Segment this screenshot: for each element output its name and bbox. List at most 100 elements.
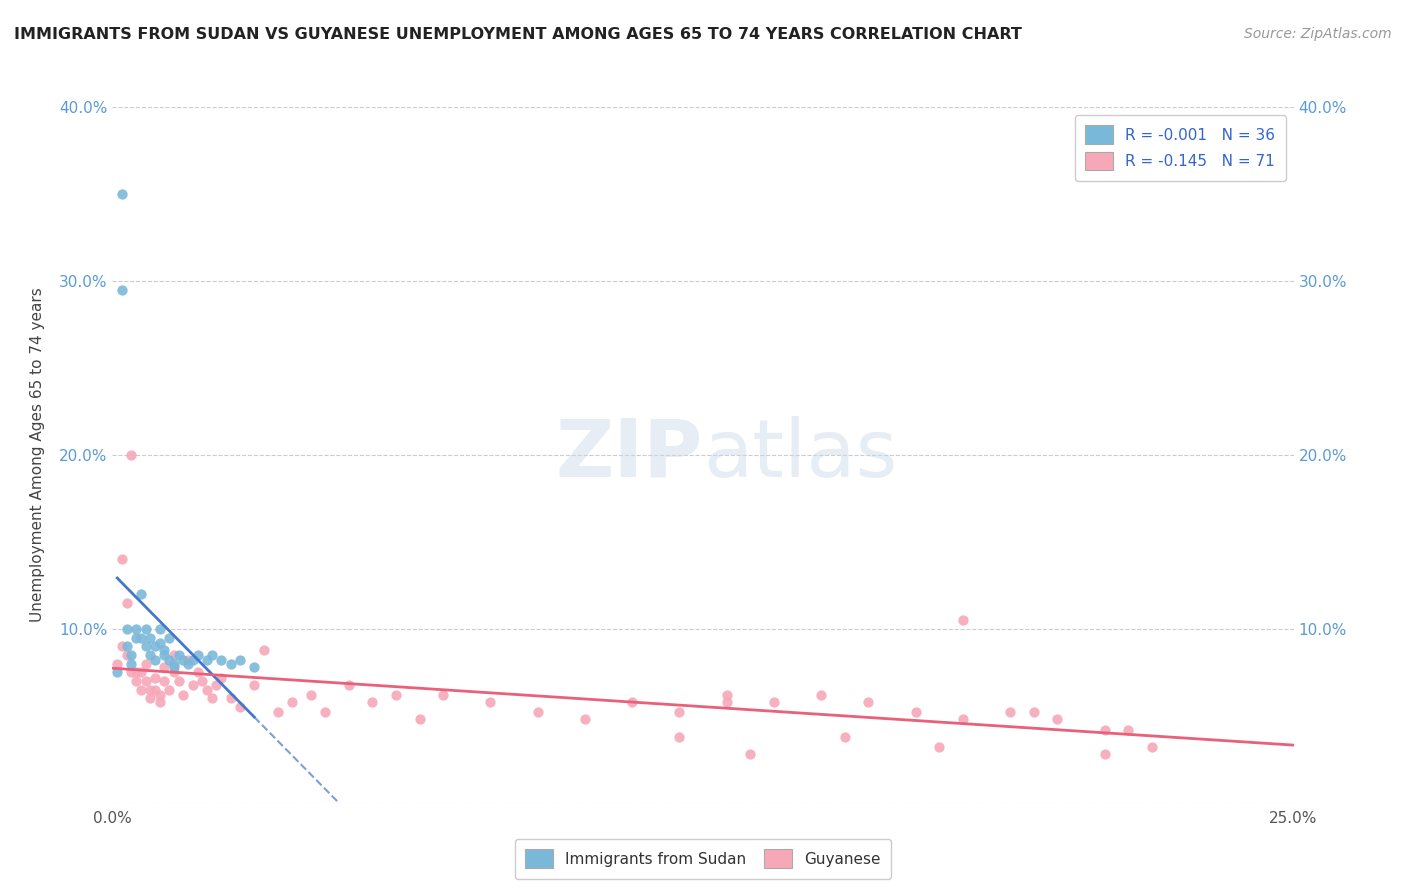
Point: [115, 596, 138, 610]
Point: [361, 695, 384, 709]
Point: [135, 674, 157, 689]
Point: [209, 653, 232, 667]
Point: [385, 688, 408, 702]
Point: [139, 682, 162, 697]
Point: [111, 187, 134, 202]
Point: [153, 660, 176, 674]
Point: [172, 653, 194, 667]
Point: [998, 706, 1021, 720]
Point: [1116, 723, 1139, 737]
Point: [157, 682, 180, 697]
Point: [195, 653, 218, 667]
Point: [740, 747, 762, 761]
Point: [153, 674, 176, 689]
Point: [762, 695, 785, 709]
Text: atlas: atlas: [703, 416, 897, 494]
Point: [668, 730, 690, 744]
Point: [253, 642, 276, 657]
Point: [219, 691, 242, 706]
Point: [120, 648, 142, 662]
Point: [111, 283, 134, 297]
Point: [267, 706, 290, 720]
Point: [177, 653, 200, 667]
Point: [834, 730, 856, 744]
Text: Source: ZipAtlas.com: Source: ZipAtlas.com: [1244, 27, 1392, 41]
Point: [716, 695, 738, 709]
Point: [105, 657, 128, 671]
Point: [163, 665, 186, 680]
Point: [139, 691, 162, 706]
Point: [115, 648, 138, 662]
Point: [526, 706, 548, 720]
Point: [157, 631, 180, 645]
Point: [135, 657, 157, 671]
Point: [186, 648, 208, 662]
Point: [219, 657, 242, 671]
Point: [120, 448, 142, 462]
Point: [120, 665, 142, 680]
Point: [205, 677, 228, 691]
Point: [229, 653, 252, 667]
Point: [186, 665, 208, 680]
Point: [120, 657, 142, 671]
Point: [1046, 712, 1069, 726]
Point: [952, 712, 974, 726]
Point: [716, 688, 738, 702]
Point: [149, 622, 172, 636]
Point: [181, 677, 204, 691]
Text: ZIP: ZIP: [555, 416, 703, 494]
Point: [111, 552, 134, 566]
Point: [904, 706, 927, 720]
Point: [229, 700, 252, 714]
Point: [243, 660, 266, 674]
Point: [163, 660, 186, 674]
Point: [163, 648, 186, 662]
Point: [668, 706, 690, 720]
Point: [135, 639, 157, 653]
Point: [299, 688, 322, 702]
Point: [281, 695, 304, 709]
Point: [167, 648, 190, 662]
Point: [432, 688, 454, 702]
Point: [149, 636, 172, 650]
Text: IMMIGRANTS FROM SUDAN VS GUYANESE UNEMPLOYMENT AMONG AGES 65 TO 74 YEARS CORRELA: IMMIGRANTS FROM SUDAN VS GUYANESE UNEMPL…: [14, 27, 1022, 42]
Point: [172, 688, 194, 702]
Point: [153, 648, 176, 662]
Point: [209, 671, 232, 685]
Point: [243, 677, 266, 691]
Point: [928, 740, 950, 755]
Point: [621, 695, 644, 709]
Point: [111, 639, 134, 653]
Point: [129, 682, 152, 697]
Point: [201, 691, 224, 706]
Point: [125, 665, 148, 680]
Point: [115, 622, 138, 636]
Point: [810, 688, 832, 702]
Point: [479, 695, 502, 709]
Point: [314, 706, 336, 720]
Point: [129, 587, 152, 601]
Point: [149, 688, 172, 702]
Point: [125, 631, 148, 645]
Point: [1140, 740, 1163, 755]
Point: [167, 674, 190, 689]
Point: [157, 653, 180, 667]
Point: [952, 613, 974, 627]
Point: [201, 648, 224, 662]
Point: [1094, 723, 1116, 737]
Point: [139, 631, 162, 645]
Point: [177, 657, 200, 671]
Point: [129, 631, 152, 645]
Point: [153, 642, 176, 657]
Point: [135, 622, 157, 636]
Point: [181, 653, 204, 667]
Point: [125, 674, 148, 689]
Point: [139, 648, 162, 662]
Point: [143, 682, 166, 697]
Point: [191, 674, 214, 689]
Point: [1094, 747, 1116, 761]
Point: [143, 639, 166, 653]
Point: [143, 653, 166, 667]
Point: [858, 695, 880, 709]
Point: [129, 665, 152, 680]
